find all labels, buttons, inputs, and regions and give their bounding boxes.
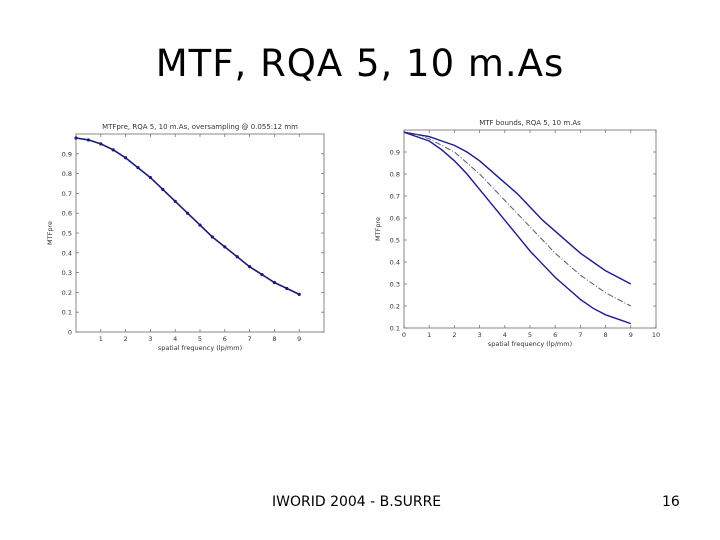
x-tick-label: 7 [248,335,252,343]
x-tick-label: 9 [629,331,633,339]
x-tick-label: 8 [604,331,608,339]
y-tick-label: 0.9 [62,150,72,158]
x-axis-label: spatial frequency (lp/mm) [488,340,572,348]
y-tick-label: 0.9 [390,149,400,157]
series-line [403,131,632,325]
x-tick-label: 10 [652,331,660,339]
y-tick-label: 0.4 [390,259,400,267]
x-axis-label: spatial frequency (lp/mm) [158,344,242,352]
chart-title: MTF bounds, RQA 5, 10 m.As [479,119,581,127]
x-tick-label: 4 [173,335,177,343]
y-tick-label: 0 [68,329,72,337]
page-number: 16 [662,494,680,510]
y-axis-label: MTFpre [46,221,54,245]
x-tick-label: 9 [297,335,301,343]
y-tick-label: 0.3 [62,269,72,277]
mtf-bounds-chart-svg: MTF bounds, RQA 5, 10 m.As 0 1 2 3 4 5 6 7 8 9 10 0.… [374,119,660,348]
x-tick-label: 5 [198,335,202,343]
x-tick-label: 0 [402,331,406,339]
x-tick-label: 1 [427,331,431,339]
y-tick-label: 0.2 [390,303,400,311]
mtf-pre-chart-svg: MTFpre, RQA 5, 10 m.As, oversampling @ 0… [46,123,325,352]
x-tick-label: 2 [124,335,128,343]
x-tick-label: 1 [99,335,103,343]
x-tick-label: 7 [578,331,582,339]
y-tick-label: 0.4 [62,249,72,257]
mtf-pre-chart: MTFpre, RQA 5, 10 m.As, oversampling @ 0… [36,112,336,356]
x-tick-label: 3 [478,331,482,339]
y-tick-label: 0.5 [390,237,400,245]
slide-title: MTF, RQA 5, 10 m.As [155,42,565,85]
y-tick-label: 0.7 [390,193,400,201]
footer-text: IWORID 2004 - B.SURRE [272,494,442,510]
series-line [403,131,632,307]
x-tick-label: 6 [553,331,557,339]
x-tick-label: 2 [452,331,456,339]
y-tick-label: 0.1 [62,309,72,317]
y-tick-label: 0.2 [62,289,72,297]
chart-title: MTFpre, RQA 5, 10 m.As, oversampling @ 0… [102,123,298,131]
y-tick-label: 0.8 [62,170,72,178]
series-line [75,137,300,296]
plot-frame [75,133,325,333]
y-axis-label: MTFpre [374,217,382,241]
x-tick-label: 5 [528,331,532,339]
plot-frame [403,129,657,329]
x-tick-label: 8 [272,335,276,343]
x-tick-label: 3 [148,335,152,343]
y-tick-label: 0.6 [390,215,400,223]
x-tick-label: 6 [223,335,227,343]
y-tick-label: 0.5 [62,230,72,238]
mtf-bounds-chart: MTF bounds, RQA 5, 10 m.As 0 1 2 3 4 5 6 7 8 9 10 0.… [366,112,686,356]
y-tick-label: 0.3 [390,281,400,289]
y-tick-label: 0.1 [390,325,400,333]
x-tick-label: 4 [503,331,507,339]
y-tick-label: 0.8 [390,171,400,179]
y-tick-label: 0.7 [62,190,72,198]
y-tick-label: 0.6 [62,210,72,218]
series-line [403,131,632,285]
